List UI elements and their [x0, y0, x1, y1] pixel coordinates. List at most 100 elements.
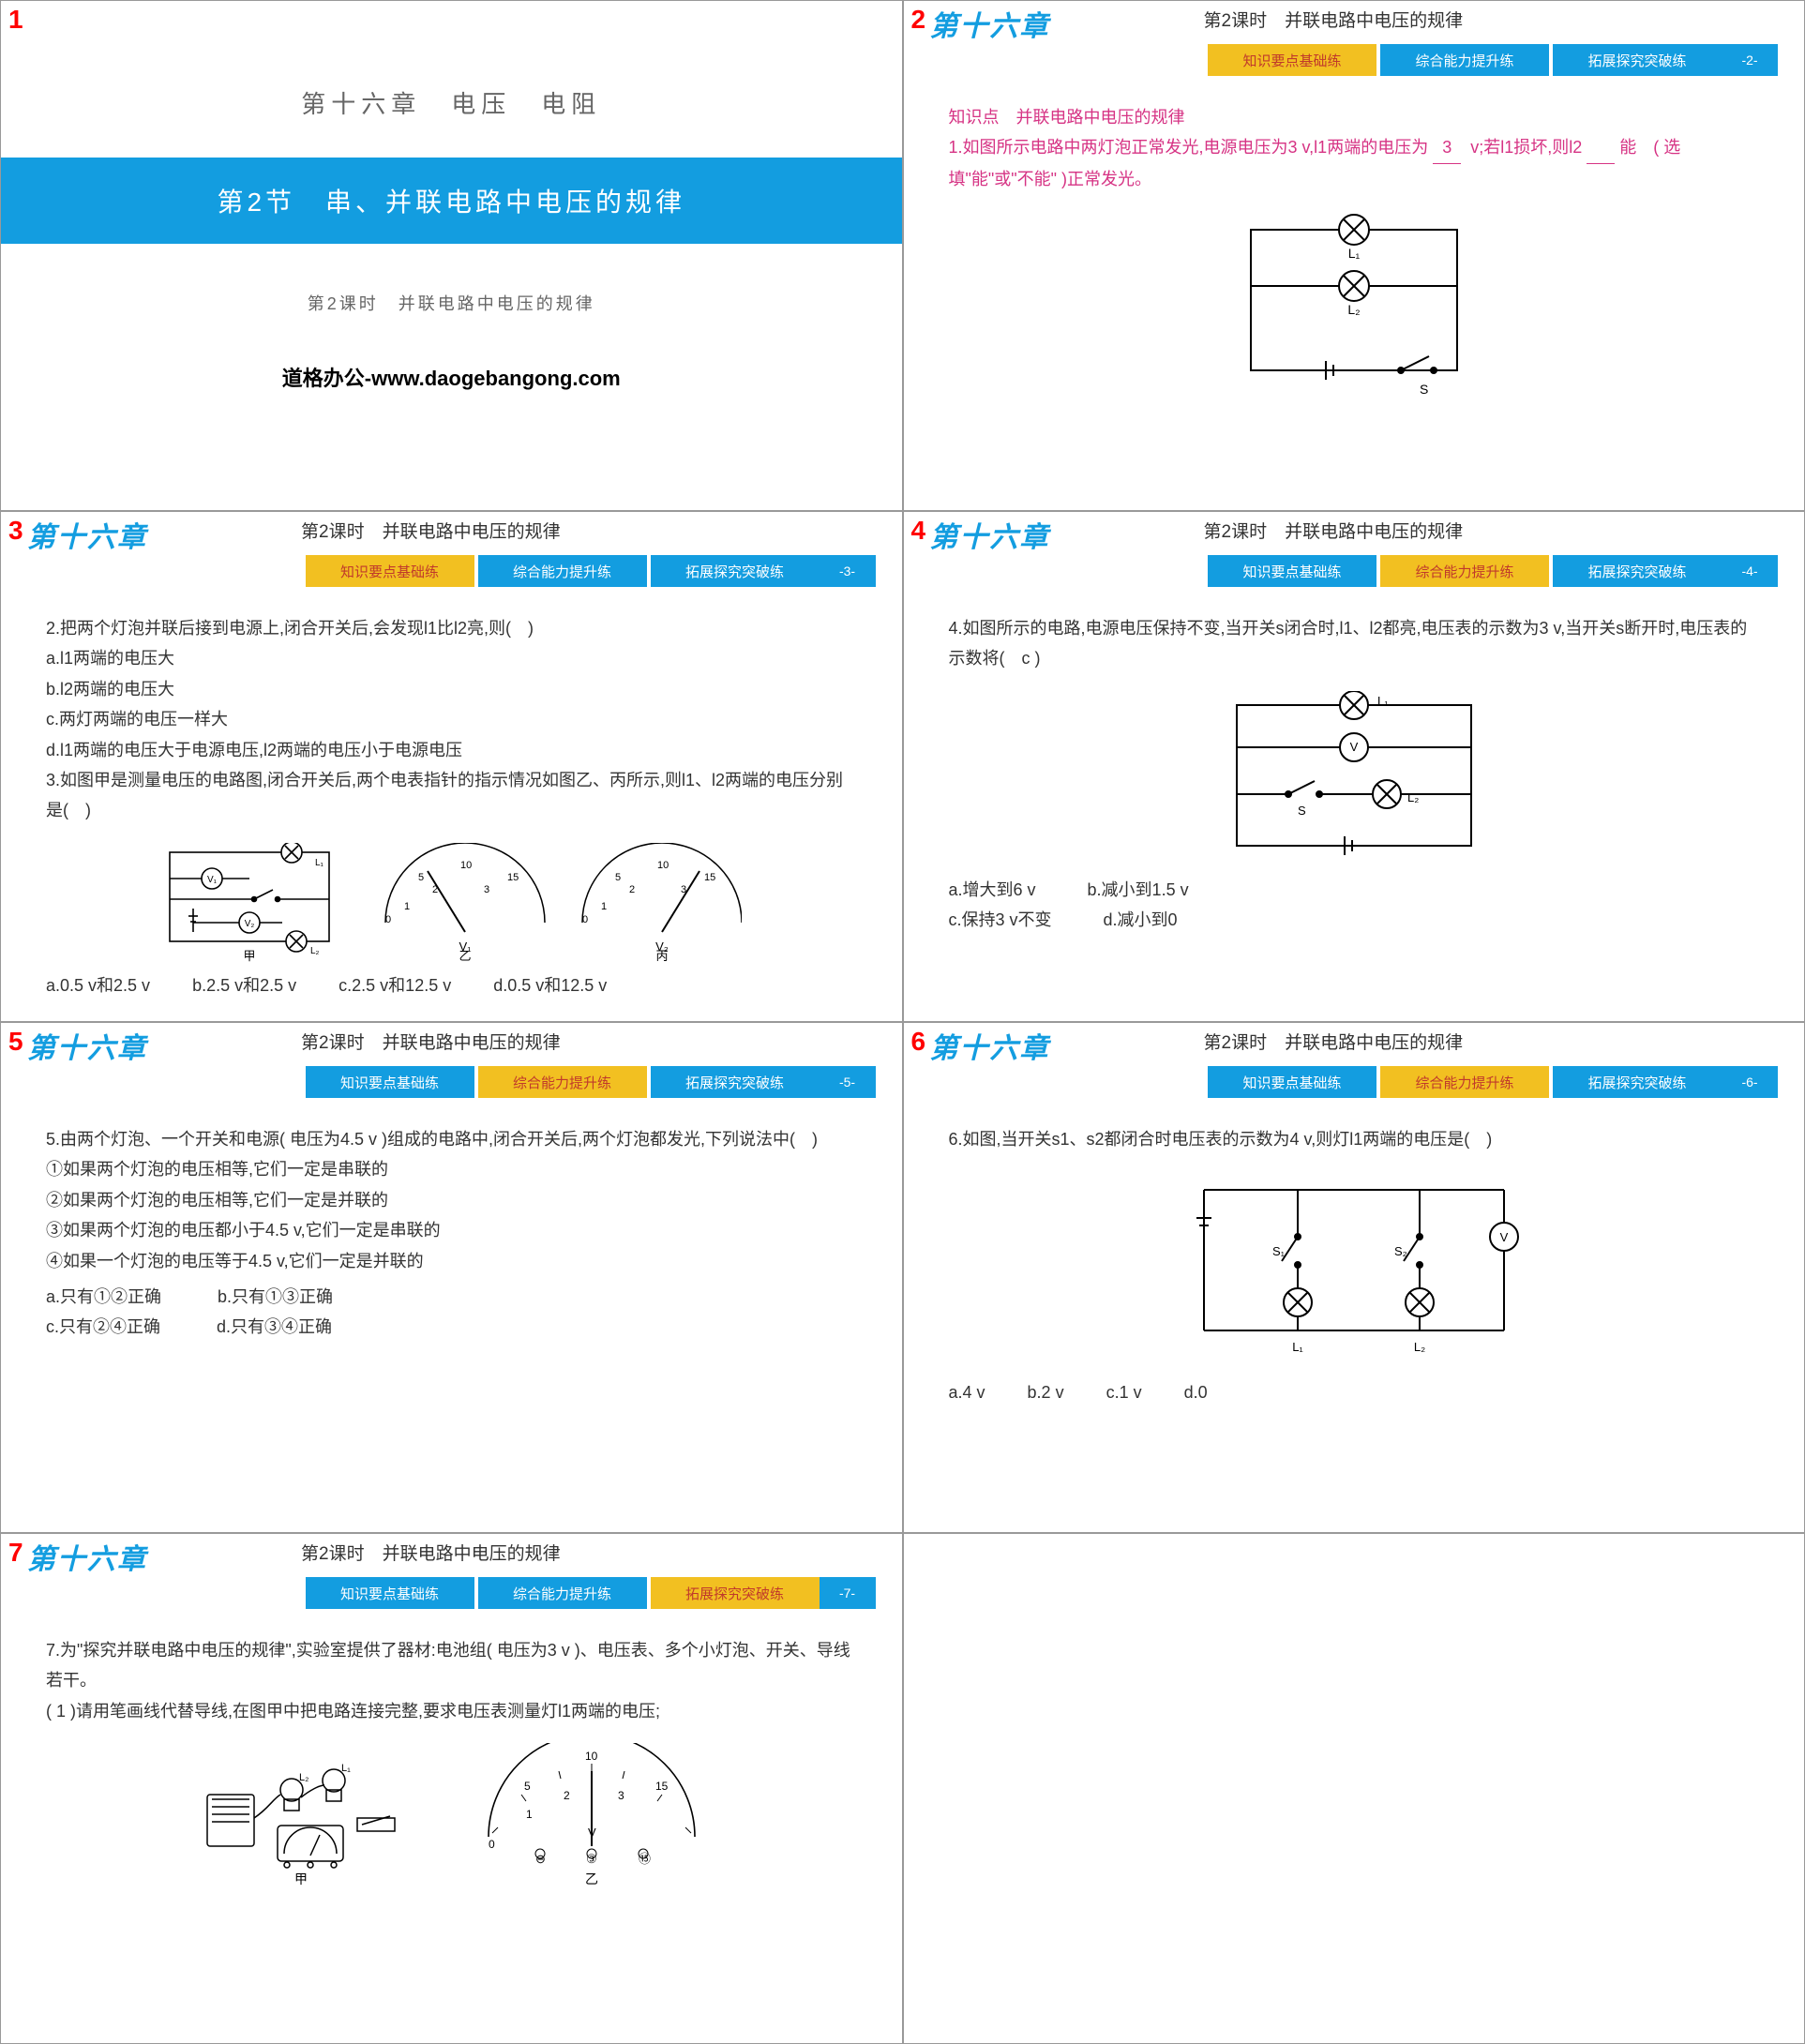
question-6: 6.如图,当开关s1、s2都闭合时电压表的示数为4 v,则灯l1两端的电压是( …	[949, 1124, 1760, 1154]
tab-basic[interactable]: 知识要点基础练	[1208, 555, 1376, 587]
svg-text:L₁: L₁	[1292, 1340, 1303, 1354]
q6-opt-d: d.0	[1184, 1377, 1208, 1407]
tab-intermediate[interactable]: 综合能力提升练	[478, 1066, 647, 1098]
svg-text:2: 2	[432, 884, 438, 895]
svg-text:L₂: L₂	[1407, 790, 1419, 804]
svg-text:甲: 甲	[294, 1871, 308, 1886]
svg-text:⊖: ⊖	[535, 1852, 546, 1866]
page-number: -5-	[820, 1066, 876, 1098]
svg-text:10: 10	[585, 1750, 598, 1763]
tab-bar: 知识要点基础练 综合能力提升练 拓展探究突破练 -3-	[27, 555, 876, 587]
tab-advanced[interactable]: 拓展探究突破练	[651, 1577, 820, 1609]
svg-text:V₁: V₁	[207, 875, 218, 885]
slide-header: 第十六章 第2课时 并联电路中电压的规律 知识要点基础练 综合能力提升练 拓展探…	[904, 1023, 1805, 1072]
slide-header: 第十六章 第2课时 并联电路中电压的规律 知识要点基础练 综合能力提升练 拓展探…	[904, 1, 1805, 50]
circuit-and-meters: V₁ V₂ 甲 L₁	[46, 843, 857, 965]
tab-basic[interactable]: 知识要点基础练	[1208, 1066, 1376, 1098]
tab-intermediate[interactable]: 综合能力提升练	[1380, 44, 1549, 76]
tab-intermediate[interactable]: 综合能力提升练	[478, 1577, 647, 1609]
tab-advanced[interactable]: 拓展探究突破练	[1553, 1066, 1722, 1098]
tab-bar: 知识要点基础练 综合能力提升练 拓展探究突破练 -2-	[930, 44, 1779, 76]
lesson-title: 第2课时 并联电路中电压的规律	[301, 1029, 561, 1054]
q2-opt-c: c.两灯两端的电压一样大	[46, 704, 857, 734]
lesson-subtitle: 第2课时 并联电路中电压的规律	[1, 291, 902, 315]
knowledge-point: 知识点 并联电路中电压的规律	[949, 102, 1760, 132]
slide-body: 5.由两个灯泡、一个开关和电源( 电压为4.5 v )组成的电路中,闭合开关后,…	[1, 1072, 902, 1352]
page-number: -4-	[1722, 555, 1778, 587]
circuit-diagram: V S₁ S₂ L₁ L₂	[949, 1171, 1760, 1359]
svg-text:15: 15	[507, 872, 519, 883]
tab-basic[interactable]: 知识要点基础练	[306, 1577, 474, 1609]
slide-number: 4	[911, 516, 926, 546]
svg-text:S₂: S₂	[1394, 1244, 1407, 1258]
question-2: 2.把两个灯泡并联后接到电源上,闭合开关后,会发现l1比l2亮,则( )	[46, 613, 857, 643]
chapter-label: 第十六章	[27, 514, 147, 555]
tab-basic[interactable]: 知识要点基础练	[1208, 44, 1376, 76]
svg-text:2: 2	[629, 884, 635, 895]
apparatus-diagram: L₂ L₁ 甲	[46, 1743, 857, 1893]
q5-options: a.只有①②正确 b.只有①③正确 c.只有②④正确 d.只有③④正确	[46, 1282, 857, 1343]
slide-header: 第十六章 第2课时 并联电路中电压的规律 知识要点基础练 综合能力提升练 拓展探…	[904, 512, 1805, 561]
q5-item-1: ①如果两个灯泡的电压相等,它们一定是串联的	[46, 1154, 857, 1184]
svg-text:V₂: V₂	[245, 919, 255, 929]
q5-item-3: ③如果两个灯泡的电压都小于4.5 v,它们一定是串联的	[46, 1215, 857, 1245]
svg-text:1: 1	[601, 901, 607, 912]
slide-4: 4 第十六章 第2课时 并联电路中电压的规律 知识要点基础练 综合能力提升练 拓…	[903, 511, 1805, 1022]
svg-text:⑮: ⑮	[639, 1852, 651, 1866]
chapter-label: 第十六章	[930, 1025, 1050, 1066]
page-number: -6-	[1722, 1066, 1778, 1098]
svg-text:15: 15	[704, 872, 715, 883]
svg-text:3: 3	[484, 884, 489, 895]
svg-text:S: S	[1420, 382, 1428, 397]
q3-opt-d: d.0.5 v和12.5 v	[493, 970, 607, 1000]
q6-opt-b: b.2 v	[1028, 1377, 1064, 1407]
svg-text:S: S	[1298, 804, 1306, 818]
tab-advanced[interactable]: 拓展探究突破练	[651, 555, 820, 587]
question-4: 4.如图所示的电路,电源电压保持不变,当开关s闭合时,l1、l2都亮,电压表的示…	[949, 613, 1760, 674]
q4-opt-b: b.减小到1.5 v	[1088, 875, 1189, 905]
svg-text:乙: 乙	[585, 1871, 598, 1886]
svg-text:L₂: L₂	[1347, 302, 1360, 317]
q5-opt-c: c.只有②④正确	[46, 1312, 160, 1342]
tab-advanced[interactable]: 拓展探究突破练	[1553, 44, 1722, 76]
question-3: 3.如图甲是测量电压的电路图,闭合开关后,两个电表指针的指示情况如图乙、丙所示,…	[46, 765, 857, 826]
slide-body: 6.如图,当开关s1、s2都闭合时电压表的示数为4 v,则灯l1两端的电压是( …	[904, 1072, 1805, 1418]
question-7a: 7.为"探究并联电路中电压的规律",实验室提供了器材:电池组( 电压为3 v )…	[46, 1635, 857, 1696]
svg-text:5: 5	[524, 1780, 531, 1793]
slide-body: 4.如图所示的电路,电源电压保持不变,当开关s闭合时,l1、l2都亮,电压表的示…	[904, 561, 1805, 945]
svg-text:L₂: L₂	[1414, 1340, 1425, 1354]
brand-footer: 道格办公-www.daogebangong.com	[1, 362, 902, 392]
question-7b: ( 1 )请用笔画线代替导线,在图甲中把电路连接完整,要求电压表测量灯l1两端的…	[46, 1696, 857, 1726]
chapter-label: 第十六章	[930, 3, 1050, 44]
circuit-diagram: V L₁ L₂ S	[949, 691, 1760, 869]
tab-intermediate[interactable]: 综合能力提升练	[1380, 1066, 1549, 1098]
slide-6: 6 第十六章 第2课时 并联电路中电压的规律 知识要点基础练 综合能力提升练 拓…	[903, 1022, 1805, 1533]
svg-text:L₂: L₂	[310, 946, 320, 956]
tab-advanced[interactable]: 拓展探究突破练	[651, 1066, 820, 1098]
q4-options: a.增大到6 v b.减小到1.5 v c.保持3 v不变 d.减小到0	[949, 875, 1760, 936]
slide-body: 7.为"探究并联电路中电压的规律",实验室提供了器材:电池组( 电压为3 v )…	[1, 1583, 902, 1902]
tab-basic[interactable]: 知识要点基础练	[306, 1066, 474, 1098]
q2-opt-a: a.l1两端的电压大	[46, 643, 857, 673]
q3-options: a.0.5 v和2.5 v b.2.5 v和2.5 v c.2.5 v和12.5…	[46, 970, 857, 1000]
tab-basic[interactable]: 知识要点基础练	[306, 555, 474, 587]
svg-text:V: V	[1349, 740, 1358, 754]
slide-header: 第十六章 第2课时 并联电路中电压的规律 知识要点基础练 综合能力提升练 拓展探…	[1, 1534, 902, 1583]
lesson-title: 第2课时 并联电路中电压的规律	[1204, 7, 1464, 32]
tab-intermediate[interactable]: 综合能力提升练	[478, 555, 647, 587]
tab-intermediate[interactable]: 综合能力提升练	[1380, 555, 1549, 587]
circuit-diagram: L₁ L₂ S	[949, 211, 1760, 398]
svg-text:1: 1	[404, 901, 410, 912]
slide-3: 3 第十六章 第2课时 并联电路中电压的规律 知识要点基础练 综合能力提升练 拓…	[0, 511, 903, 1022]
svg-text:③: ③	[586, 1852, 597, 1866]
svg-text:5: 5	[615, 872, 621, 883]
slide-1: 1 第十六章 电压 电阻 第2节 串、并联电路中电压的规律 第2课时 并联电路中…	[0, 0, 903, 511]
slide-2: 2 第十六章 第2课时 并联电路中电压的规律 知识要点基础练 综合能力提升练 拓…	[903, 0, 1805, 511]
section-banner: 第2节 串、并联电路中电压的规律	[1, 158, 902, 244]
svg-text:甲: 甲	[244, 949, 256, 963]
tab-advanced[interactable]: 拓展探究突破练	[1553, 555, 1722, 587]
svg-text:丙: 丙	[656, 949, 669, 963]
slide-number: 6	[911, 1027, 926, 1057]
question-1: 1.如图所示电路中两灯泡正常发光,电源电压为3 v,l1两端的电压为 3 v;若…	[949, 132, 1760, 194]
lesson-title: 第2课时 并联电路中电压的规律	[301, 1540, 561, 1565]
